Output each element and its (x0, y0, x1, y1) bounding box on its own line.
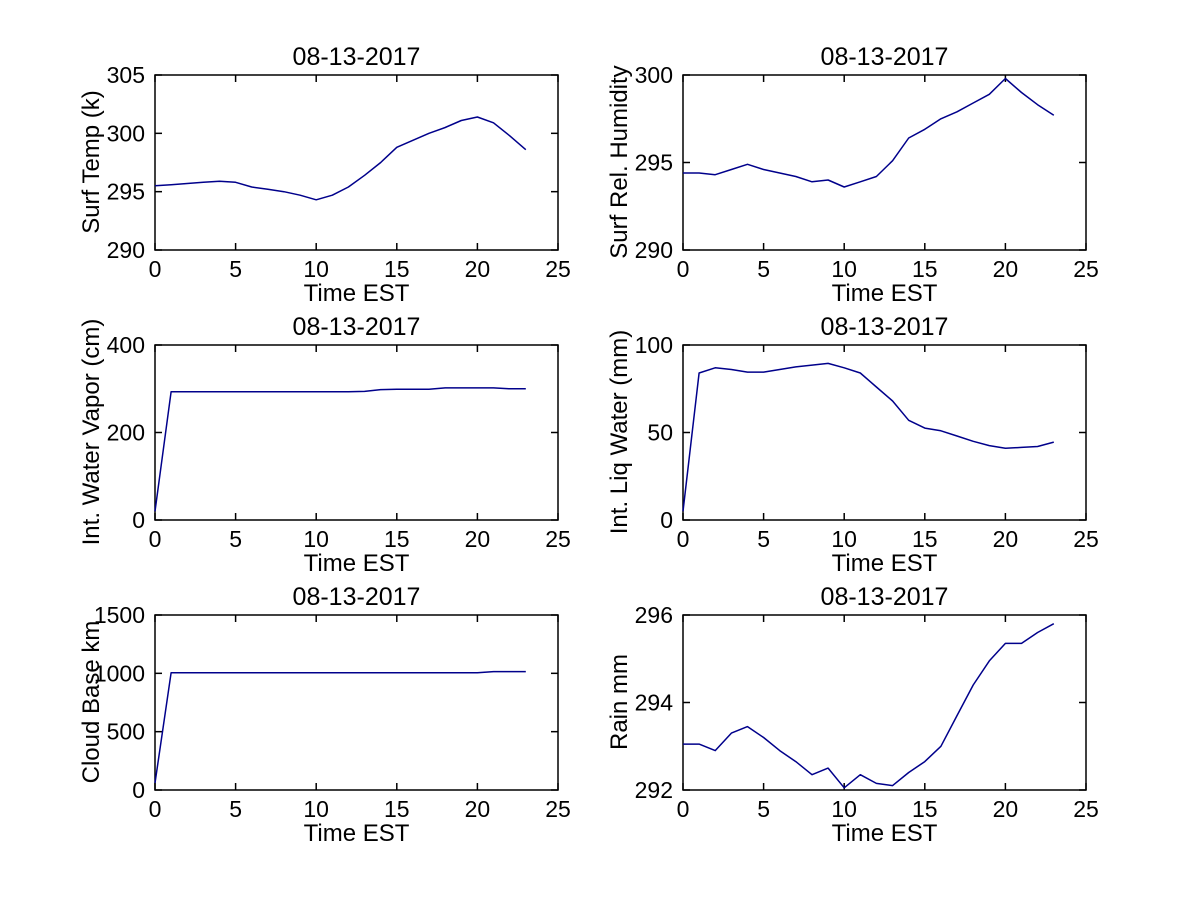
axis-box (154, 614, 559, 791)
axis-box (154, 74, 559, 251)
y-tick-label: 100 (635, 332, 673, 358)
x-tick-label: 15 (912, 796, 938, 822)
y-tick-label: 290 (107, 237, 145, 263)
chart-title: 08-13-2017 (292, 43, 421, 71)
x-tick-label: 10 (303, 796, 329, 822)
x-tick-label: 15 (384, 526, 410, 552)
x-tick-label: 15 (384, 256, 410, 282)
chart-title: 08-13-2017 (820, 583, 949, 611)
x-axis-label: Time EST (831, 280, 938, 307)
subplot-cloud-base: 0 5 10 15 20 25 0 500 1000 1500 08-13-2017 Cloud … (50, 583, 590, 848)
x-tick-label: 10 (831, 796, 857, 822)
chart-canvas-int-water-vapor: 0 5 10 15 20 25 0 200 400 (107, 332, 571, 552)
y-axis-label: Cloud Base km (78, 620, 105, 784)
y-tick-label: 50 (647, 420, 673, 446)
x-tick-label: 0 (677, 526, 690, 552)
axis-box (154, 344, 559, 521)
x-axis-label: Time EST (303, 820, 410, 847)
x-tick-label: 5 (757, 526, 770, 552)
x-tick-label: 0 (149, 526, 162, 552)
x-tick-label: 25 (1073, 796, 1099, 822)
y-axis-label: Surf Rel. Humidity (606, 65, 633, 259)
x-tick-label: 10 (831, 256, 857, 282)
x-axis-label: Time EST (831, 550, 938, 577)
chart-canvas-int-liq-water: 0 5 10 15 20 25 0 50 100 (635, 332, 1099, 552)
x-tick-label: 15 (384, 796, 410, 822)
y-tick-label: 295 (635, 150, 673, 176)
y-tick-label: 305 (107, 62, 145, 88)
y-tick-label: 296 (635, 602, 673, 628)
chart-canvas-surf-rel-humidity: 0 5 10 15 20 25 290 295 300 (635, 62, 1099, 282)
x-tick-label: 5 (757, 796, 770, 822)
y-tick-label: 294 (635, 690, 674, 716)
x-tick-label: 0 (149, 256, 162, 282)
chart-title: 08-13-2017 (292, 313, 421, 341)
subplot-rain: 0 5 10 15 20 25 292 294 296 08-13-2017 Rain mm T… (578, 583, 1118, 848)
x-tick-label: 25 (1073, 526, 1099, 552)
x-tick-label: 20 (465, 256, 491, 282)
x-tick-label: 25 (545, 796, 571, 822)
x-axis-label: Time EST (831, 820, 938, 847)
x-tick-label: 25 (1073, 256, 1099, 282)
y-tick-label: 200 (107, 420, 145, 446)
x-tick-label: 10 (303, 526, 329, 552)
x-tick-label: 15 (912, 256, 938, 282)
y-tick-label: 0 (660, 507, 673, 533)
x-tick-label: 20 (465, 796, 491, 822)
axis-box (682, 74, 1087, 251)
y-tick-label: 1000 (94, 660, 145, 686)
x-tick-label: 10 (303, 256, 329, 282)
x-tick-label: 20 (993, 256, 1019, 282)
data-line (682, 362, 1054, 512)
x-tick-label: 5 (757, 256, 770, 282)
x-tick-label: 25 (545, 526, 571, 552)
y-tick-label: 500 (107, 719, 145, 745)
y-axis-label: Surf Temp (k) (78, 90, 105, 234)
y-tick-label: 300 (107, 120, 145, 146)
x-axis-label: Time EST (303, 280, 410, 307)
data-line (154, 116, 527, 201)
x-tick-label: 5 (229, 526, 242, 552)
chart-canvas-cloud-base: 0 5 10 15 20 25 0 500 1000 1500 (94, 602, 571, 822)
x-tick-label: 20 (993, 796, 1019, 822)
chart-canvas-surf-temp: 0 5 10 15 20 25 290 295 300 305 (107, 62, 571, 282)
y-tick-label: 292 (635, 777, 673, 803)
y-tick-label: 0 (132, 507, 145, 533)
x-tick-label: 15 (912, 526, 938, 552)
x-tick-label: 0 (677, 256, 690, 282)
y-tick-label: 295 (107, 179, 145, 205)
x-tick-label: 0 (149, 796, 162, 822)
subplot-int-liq-water: 0 5 10 15 20 25 0 50 100 08-13-2017 Int. Liq Wat… (578, 313, 1118, 578)
x-tick-label: 0 (677, 796, 690, 822)
data-line (154, 387, 526, 512)
y-tick-label: 300 (635, 62, 673, 88)
subplot-surf-temp: 0 5 10 15 20 25 290 295 300 305 08-13-2017 Surf T… (50, 43, 590, 308)
chart-title: 08-13-2017 (820, 313, 949, 341)
data-line (154, 670, 526, 784)
y-axis-label: Rain mm (606, 653, 633, 751)
x-tick-label: 25 (545, 256, 571, 282)
chart-title: 08-13-2017 (820, 43, 949, 71)
subplot-int-water-vapor: 0 5 10 15 20 25 0 200 400 08-13-2017 Int. Water … (50, 313, 590, 578)
x-tick-label: 10 (831, 526, 857, 552)
x-tick-label: 20 (993, 526, 1019, 552)
chart-title: 08-13-2017 (292, 583, 421, 611)
y-axis-label: Int. Water Vapor (cm) (78, 318, 105, 546)
y-tick-label: 0 (132, 777, 145, 803)
data-line (683, 623, 1055, 789)
subplot-surf-rel-humidity: 0 5 10 15 20 25 290 295 300 08-13-2017 Surf Rel.… (578, 43, 1118, 308)
x-tick-label: 5 (229, 796, 242, 822)
data-line (683, 77, 1055, 188)
y-tick-label: 1500 (94, 602, 145, 628)
x-tick-label: 20 (465, 526, 491, 552)
x-tick-label: 5 (229, 256, 242, 282)
y-axis-label: Int. Liq Water (mm) (606, 329, 633, 535)
y-tick-label: 400 (107, 332, 145, 358)
y-tick-label: 290 (635, 237, 673, 263)
x-axis-label: Time EST (303, 550, 410, 577)
chart-canvas-rain: 0 5 10 15 20 25 292 294 296 (635, 602, 1099, 822)
